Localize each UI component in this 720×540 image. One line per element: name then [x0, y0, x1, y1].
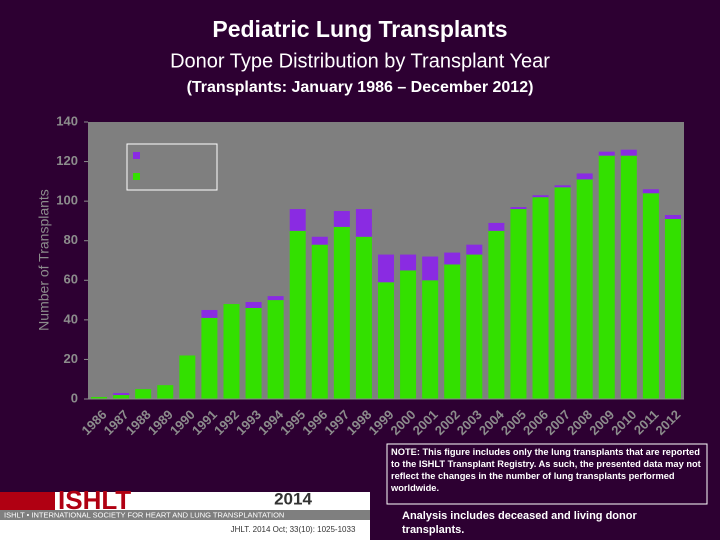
bar-segment	[598, 151, 615, 156]
bar-segment	[620, 155, 637, 399]
bar-segment	[135, 389, 152, 399]
bar-segment	[333, 226, 350, 399]
bar-segment	[157, 385, 174, 399]
y-tick-label: 0	[71, 390, 78, 405]
bar-segment	[620, 149, 637, 156]
analysis-note: Analysis includes deceased and living do…	[402, 510, 637, 536]
bar-segment	[113, 393, 130, 396]
bar-segment	[444, 264, 461, 399]
bar-segment	[642, 189, 659, 194]
bar-segment	[289, 209, 306, 231]
bar-segment	[223, 304, 240, 399]
bar-segment	[444, 252, 461, 265]
bar-segment	[311, 244, 328, 399]
bar-segment	[179, 355, 196, 399]
citation: JHLT. 2014 Oct; 33(10): 1025-1033	[231, 525, 356, 534]
society: ISHLT • INTERNATIONAL SOCIETY FOR HEART …	[4, 510, 284, 519]
x-tick-label: 2012	[652, 407, 683, 438]
bar-segment	[642, 193, 659, 399]
bar-segment	[510, 209, 527, 399]
note: NOTE: This figure includes only the lung…	[391, 447, 701, 493]
chart-subsubtitle: (Transplants: January 1986 – December 20…	[187, 79, 534, 96]
bar-segment	[532, 195, 549, 198]
y-tick-label: 100	[56, 193, 78, 208]
bar-segment	[91, 397, 108, 399]
bar-segment	[378, 282, 394, 399]
bar-segment	[422, 256, 439, 281]
bar-segment	[333, 211, 350, 227]
bar-segment	[576, 179, 593, 399]
bar-segment	[355, 236, 372, 399]
y-tick-label: 40	[64, 311, 78, 326]
bar-segment	[510, 207, 527, 210]
legend-swatch	[133, 152, 140, 159]
y-tick-label: 120	[56, 153, 78, 168]
bar-segment	[267, 296, 284, 301]
bar-segment	[488, 230, 505, 399]
bar-segment	[267, 300, 284, 399]
bar-segment	[532, 197, 549, 399]
bar-segment	[422, 280, 439, 399]
bar-segment	[311, 236, 328, 245]
bar-segment	[664, 214, 681, 219]
y-tick-label: 140	[56, 113, 78, 128]
legend-box	[126, 143, 218, 191]
bar-segment	[355, 209, 372, 237]
bar-segment	[245, 307, 262, 399]
bar-segment	[245, 302, 262, 308]
chart-title: Pediatric Lung Transplants	[212, 16, 507, 42]
y-tick-label: 80	[64, 232, 78, 247]
bar-segment	[378, 254, 394, 283]
bar-segment	[576, 173, 593, 180]
logo: ISHLT	[58, 485, 131, 515]
bar-segment	[466, 244, 483, 255]
bar-segment	[400, 270, 417, 399]
bar-segment	[554, 187, 571, 399]
society-band	[0, 510, 370, 520]
bar-segment	[400, 254, 417, 271]
logo-bar	[0, 492, 55, 510]
bar-segment	[598, 155, 615, 399]
bar-segment	[201, 309, 218, 318]
y-axis-label: Number of Transplants	[36, 189, 52, 331]
bar-segment	[664, 218, 681, 399]
bar-segment	[289, 230, 306, 399]
bar-segment	[113, 395, 130, 399]
note-box	[386, 443, 708, 505]
bar-segment	[466, 254, 483, 399]
y-tick-label: 60	[64, 272, 78, 287]
bar-segment	[201, 317, 218, 399]
chart-subtitle: Donor Type Distribution by Transplant Ye…	[170, 50, 550, 72]
bar-segment	[488, 222, 505, 231]
y-tick-label: 20	[64, 351, 78, 366]
bar-segment	[554, 185, 571, 188]
year: 2014	[274, 489, 312, 508]
legend-swatch	[133, 173, 140, 180]
